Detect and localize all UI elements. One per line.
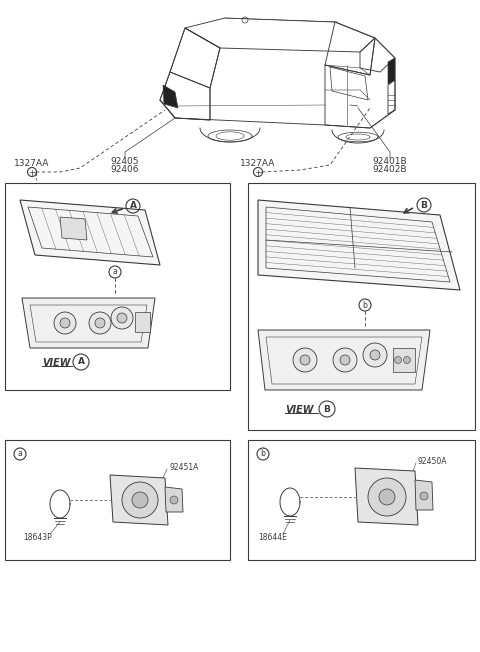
Text: B: B xyxy=(324,404,330,413)
Text: 92402B: 92402B xyxy=(373,166,407,175)
Polygon shape xyxy=(258,200,460,290)
FancyBboxPatch shape xyxy=(393,348,415,372)
Circle shape xyxy=(420,492,428,500)
Polygon shape xyxy=(110,475,168,525)
Circle shape xyxy=(395,357,401,364)
Circle shape xyxy=(300,355,310,365)
Polygon shape xyxy=(165,487,183,512)
Circle shape xyxy=(293,348,317,372)
Circle shape xyxy=(117,313,127,323)
Text: A: A xyxy=(77,357,84,366)
Text: 92451A: 92451A xyxy=(170,464,199,473)
Text: 18644E: 18644E xyxy=(259,533,288,542)
Circle shape xyxy=(379,489,395,505)
Text: 18643P: 18643P xyxy=(24,533,52,542)
Circle shape xyxy=(95,318,105,328)
Circle shape xyxy=(54,312,76,334)
Text: VIEW: VIEW xyxy=(285,405,313,415)
Polygon shape xyxy=(388,58,395,84)
Polygon shape xyxy=(415,480,433,510)
Circle shape xyxy=(340,355,350,365)
Polygon shape xyxy=(20,200,160,265)
Circle shape xyxy=(368,478,406,516)
Circle shape xyxy=(60,318,70,328)
Text: A: A xyxy=(130,201,136,211)
Text: b: b xyxy=(362,301,367,310)
Text: B: B xyxy=(420,201,427,209)
FancyBboxPatch shape xyxy=(135,312,150,332)
Circle shape xyxy=(370,350,380,360)
Text: 1327AA: 1327AA xyxy=(14,158,50,168)
Polygon shape xyxy=(60,217,87,240)
Text: 1327AA: 1327AA xyxy=(240,158,276,168)
Text: 92401B: 92401B xyxy=(372,158,408,166)
Circle shape xyxy=(170,496,178,504)
Circle shape xyxy=(89,312,111,334)
Text: a: a xyxy=(113,267,118,276)
Circle shape xyxy=(111,307,133,329)
Circle shape xyxy=(122,482,158,518)
Polygon shape xyxy=(163,85,178,108)
Circle shape xyxy=(363,343,387,367)
Text: VIEW: VIEW xyxy=(42,358,71,368)
Polygon shape xyxy=(355,468,418,525)
Polygon shape xyxy=(22,298,155,348)
Text: 92406: 92406 xyxy=(111,166,139,175)
Circle shape xyxy=(404,357,410,364)
Text: b: b xyxy=(261,449,265,458)
Text: 92450A: 92450A xyxy=(418,458,447,466)
Polygon shape xyxy=(258,330,430,390)
Circle shape xyxy=(132,492,148,508)
Circle shape xyxy=(333,348,357,372)
Text: 92405: 92405 xyxy=(111,158,139,166)
Text: a: a xyxy=(18,449,23,458)
